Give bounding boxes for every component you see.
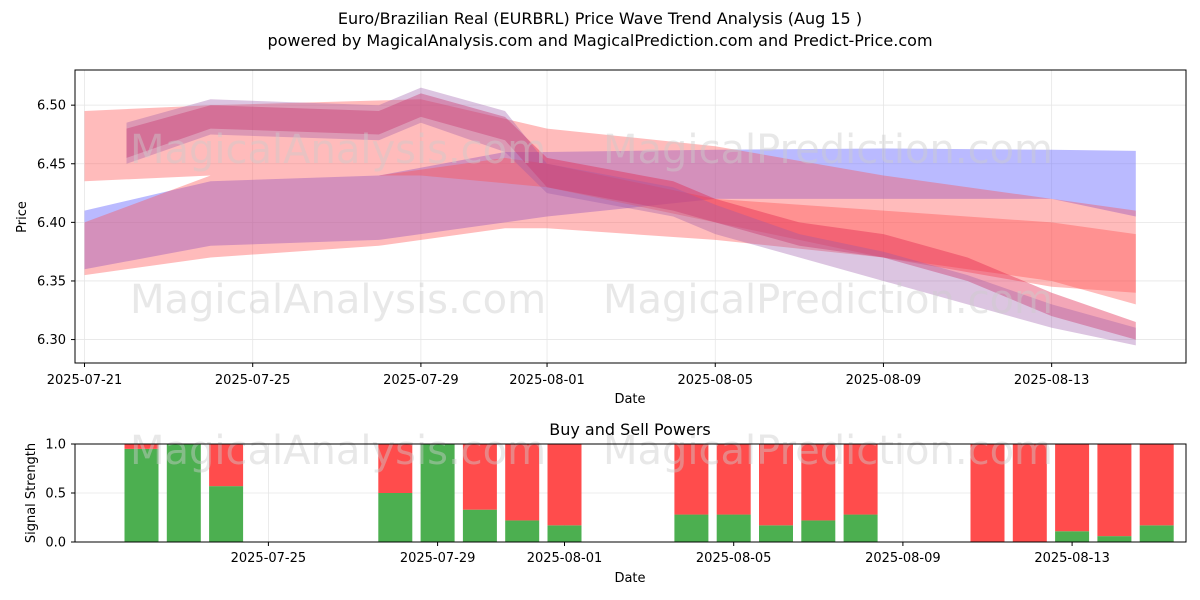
sell-bar (759, 444, 793, 526)
buy-bar (759, 525, 793, 542)
sell-bar (505, 444, 540, 521)
price-ytick-label: 6.50 (37, 99, 66, 114)
buy-bar (716, 514, 751, 542)
power-xtick-label: 2025-07-25 (231, 551, 307, 566)
power-xtick-label: 2025-08-09 (865, 551, 941, 566)
buy-bar (505, 520, 540, 542)
power-title: Buy and Sell Powers (549, 420, 711, 439)
power-ytick-label: 0.0 (45, 536, 66, 551)
price-band-crimson-3 (126, 93, 1136, 340)
buy-bar (674, 514, 709, 542)
power-xtick-label: 2025-08-05 (696, 551, 772, 566)
price-xtick-label: 2025-07-29 (383, 373, 459, 388)
sell-bar (843, 444, 878, 515)
power-y-label: Signal Strength (24, 443, 39, 543)
price-band-red-2 (84, 99, 1136, 293)
chart-title: Euro/Brazilian Real (EURBRL) Price Wave … (337, 9, 863, 28)
price-plot-frame (74, 69, 1187, 364)
watermark-text: MagicalPrediction.com (603, 127, 1053, 173)
sell-bar (1055, 444, 1090, 532)
price-band-blue-0 (84, 148, 1136, 270)
price-band-red-1 (84, 157, 1136, 305)
sell-bar (378, 444, 413, 493)
buy-bar (1139, 525, 1174, 542)
power-x-label: Date (614, 571, 645, 586)
price-xtick-label: 2025-08-05 (677, 373, 753, 388)
sell-bar (547, 444, 582, 526)
buy-bar (378, 493, 413, 542)
sell-bar (801, 444, 836, 521)
buy-bar (124, 448, 159, 542)
buy-bar (547, 525, 582, 542)
price-xtick-label: 2025-08-09 (846, 373, 922, 388)
price-x-label: Date (614, 392, 645, 407)
price-ytick-label: 6.45 (37, 157, 66, 172)
buy-bar (843, 514, 878, 542)
power-ytick-label: 1.0 (45, 438, 66, 453)
buy-bar (1097, 536, 1132, 542)
buy-bar (420, 444, 455, 542)
watermark-text: MagicalPrediction.com (603, 428, 1053, 474)
buy-bar (1055, 531, 1090, 542)
watermark-text: MagicalAnalysis.com (130, 127, 546, 173)
power-ytick-label: 0.5 (45, 487, 66, 502)
watermark-text: MagicalAnalysis.com (130, 428, 546, 474)
power-xtick-label: 2025-08-13 (1034, 551, 1110, 566)
price-ytick-label: 6.40 (37, 216, 66, 231)
buy-bar (166, 444, 201, 542)
sell-bar (716, 444, 751, 515)
sell-bar (209, 444, 244, 487)
price-xtick-label: 2025-07-21 (47, 373, 123, 388)
power-xtick-label: 2025-07-29 (400, 551, 476, 566)
sell-bar (674, 444, 709, 515)
price-ytick-label: 6.30 (37, 333, 66, 348)
price-y-label: Price (15, 201, 30, 233)
power-xtick-label: 2025-08-01 (527, 551, 603, 566)
price-xtick-label: 2025-08-01 (509, 373, 585, 388)
buy-bar (801, 520, 836, 542)
sell-bar (124, 444, 159, 449)
chart-subtitle: powered by MagicalAnalysis.com and Magic… (267, 31, 933, 50)
sell-bar (1139, 444, 1174, 526)
sell-bar (1097, 444, 1132, 537)
price-xtick-label: 2025-07-25 (215, 373, 291, 388)
buy-bar (209, 486, 244, 542)
sell-bar (462, 444, 497, 510)
watermark-text: MagicalPrediction.com (603, 277, 1053, 323)
price-band-purple-4 (126, 87, 1136, 346)
price-xtick-label: 2025-08-13 (1014, 373, 1090, 388)
sell-bar (970, 444, 1005, 542)
sell-bar (1012, 444, 1047, 542)
buy-bar (462, 509, 497, 542)
price-ytick-label: 6.35 (37, 274, 66, 289)
watermark-text: MagicalAnalysis.com (130, 277, 546, 323)
